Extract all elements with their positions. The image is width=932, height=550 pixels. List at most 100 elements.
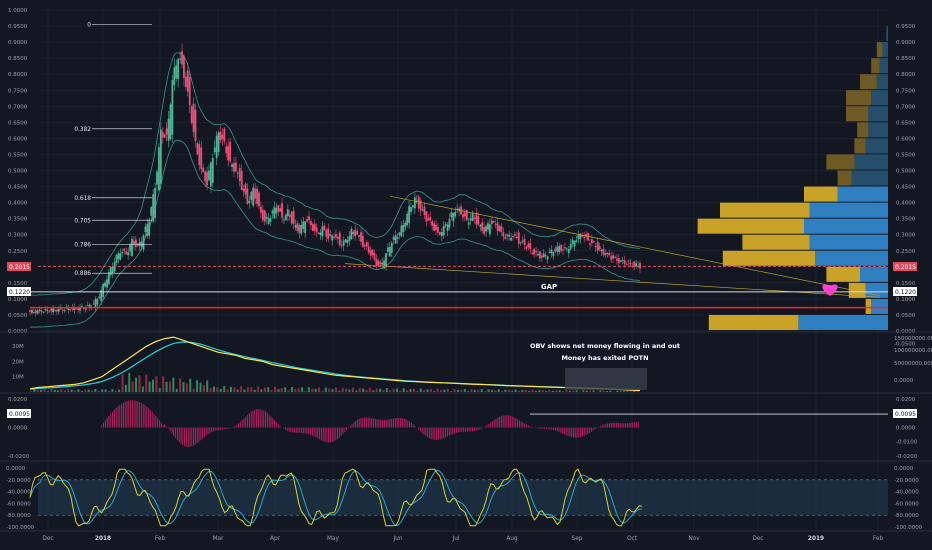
candle-body bbox=[310, 221, 312, 226]
fib-label: 0.382 bbox=[74, 127, 91, 133]
oscillator-left-tick: -80.0000 bbox=[6, 513, 31, 519]
candle-body bbox=[57, 308, 60, 312]
volume-bar bbox=[592, 390, 595, 392]
volume-bar bbox=[87, 389, 90, 392]
candle-body bbox=[394, 235, 397, 244]
price-left-tick: 0.9000 bbox=[8, 40, 28, 46]
candle-body bbox=[119, 253, 122, 260]
volume-bar bbox=[331, 389, 334, 392]
candle-body bbox=[417, 196, 420, 209]
candle-body bbox=[442, 225, 445, 236]
oscillator-left-tick: 0.0000 bbox=[6, 466, 26, 472]
momentum-pane[interactable] bbox=[100, 400, 888, 448]
volume-bar bbox=[321, 390, 324, 392]
time-axis-label: Aug bbox=[506, 536, 518, 542]
volume-bar bbox=[196, 380, 199, 392]
price-pane[interactable]: 0 0.382 0.618 0.705 0.786 0.886 GAP bbox=[29, 22, 888, 330]
obv-pane[interactable]: OBV shows net money flowing in and out M… bbox=[29, 336, 680, 392]
oscillator-fast-line bbox=[29, 468, 643, 527]
candle-body bbox=[61, 309, 64, 311]
candle-body bbox=[413, 197, 416, 209]
oscillator-band bbox=[38, 479, 888, 516]
price-candles bbox=[29, 43, 641, 317]
candle-body bbox=[42, 311, 45, 313]
candle-body bbox=[616, 258, 618, 261]
price-right-tick: 0.4500 bbox=[896, 185, 916, 191]
candle-body bbox=[250, 191, 253, 201]
volume-bar bbox=[399, 390, 402, 392]
candle-body bbox=[127, 252, 130, 256]
oscillator-right-tick: -80.0000 bbox=[894, 513, 919, 519]
volume-bar bbox=[511, 390, 514, 392]
volume-bar bbox=[534, 390, 537, 392]
candle-body bbox=[408, 206, 410, 223]
candle-body bbox=[88, 304, 91, 308]
candle-body bbox=[590, 239, 593, 244]
volume-bar bbox=[365, 389, 368, 392]
candle-body bbox=[421, 209, 424, 211]
candle-body bbox=[381, 262, 384, 265]
candle-body bbox=[448, 218, 451, 228]
current-price-label-right: 0.2015 bbox=[895, 264, 916, 271]
volume-bar bbox=[572, 390, 575, 392]
candle-body bbox=[623, 260, 626, 264]
volume-bar bbox=[467, 391, 470, 392]
obv-right-tick: 100000000.0000 bbox=[894, 348, 932, 354]
candle-body bbox=[639, 263, 641, 269]
gap-price-label-left: 0.1220 bbox=[9, 289, 30, 296]
volume-bar bbox=[626, 390, 629, 392]
volume-bar bbox=[202, 385, 205, 392]
candle-body bbox=[329, 234, 332, 236]
momentum-histogram bbox=[101, 400, 639, 448]
candle-body bbox=[319, 232, 322, 236]
candle-body bbox=[348, 236, 351, 241]
volume-bar bbox=[348, 389, 351, 392]
volume-profile-up-bar bbox=[851, 170, 888, 186]
volume-bar bbox=[280, 388, 283, 392]
price-right-tick: 0.7000 bbox=[896, 104, 916, 110]
candle-body bbox=[471, 212, 474, 221]
candle-body bbox=[631, 265, 634, 267]
candle-body bbox=[46, 309, 49, 311]
candle-body bbox=[321, 226, 324, 237]
oscillator-left-tick: -100.0000 bbox=[6, 525, 35, 531]
volume-bar bbox=[128, 372, 131, 392]
candle-body bbox=[181, 51, 183, 65]
candle-body bbox=[296, 223, 299, 232]
volume-profile-up-bar bbox=[882, 42, 888, 58]
volume-bar bbox=[148, 381, 151, 392]
volume-bar bbox=[277, 389, 280, 392]
candle-body bbox=[519, 242, 522, 244]
candle-body bbox=[167, 118, 170, 141]
volume-bar bbox=[548, 389, 551, 392]
candle-body bbox=[502, 232, 505, 237]
candle-body bbox=[462, 213, 464, 218]
volume-bar bbox=[545, 391, 548, 392]
candle-body bbox=[171, 80, 174, 135]
volume-bar bbox=[243, 389, 246, 392]
volume-bar bbox=[284, 387, 287, 392]
candle-body bbox=[38, 309, 41, 311]
volume-profile-down-bar bbox=[865, 298, 872, 314]
volume-bar bbox=[538, 390, 541, 392]
candle-body bbox=[560, 245, 563, 251]
volume-bar bbox=[318, 387, 321, 392]
volume-bar bbox=[575, 390, 578, 392]
volume-bar bbox=[50, 389, 53, 392]
volume-bar bbox=[379, 388, 382, 392]
candle-body bbox=[313, 223, 316, 231]
momentum-level-badge-left: 0.0095 bbox=[7, 409, 31, 418]
candle-body bbox=[336, 236, 339, 239]
volume-bar bbox=[30, 391, 32, 392]
volume-profile bbox=[697, 26, 888, 330]
candle-body bbox=[77, 307, 80, 311]
volume-bar bbox=[494, 390, 497, 392]
oscillator-pane[interactable] bbox=[29, 468, 888, 527]
momentum-left-tick: 0.0000 bbox=[8, 426, 28, 432]
volume-bar bbox=[33, 389, 36, 392]
candle-body bbox=[404, 222, 407, 228]
candle-body bbox=[133, 240, 135, 245]
candle-body bbox=[523, 238, 526, 245]
candle-body bbox=[612, 255, 614, 259]
volume-bar bbox=[514, 389, 517, 392]
